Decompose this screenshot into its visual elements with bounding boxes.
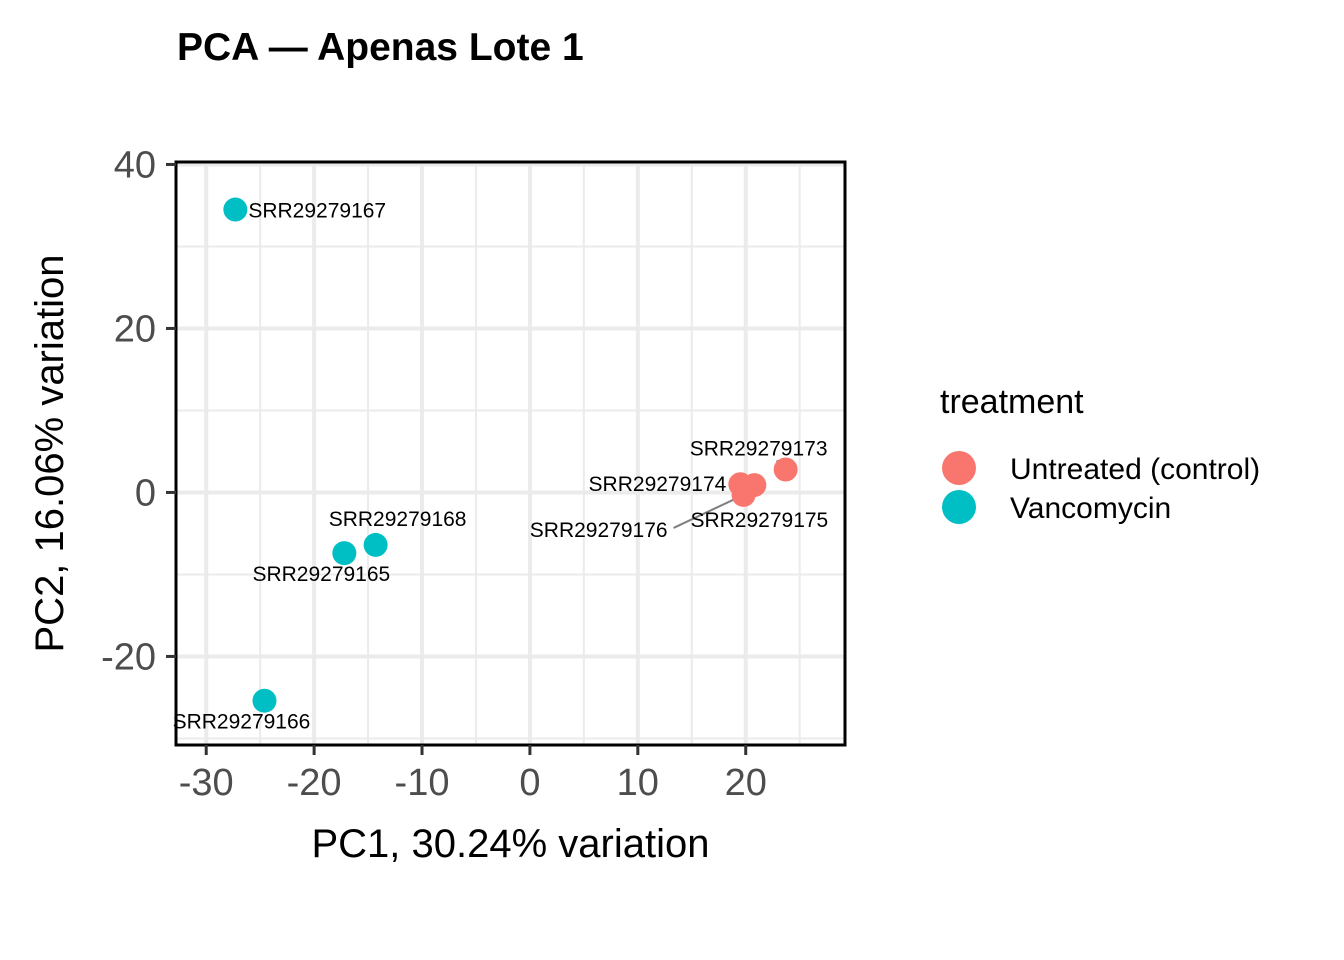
point-label: SRR29279173 (690, 437, 828, 460)
point-label: SRR29279175 (690, 509, 828, 532)
chart-title: PCA — Apenas Lote 1 (177, 26, 584, 69)
data-point (332, 541, 357, 566)
x-tick-label: -10 (395, 762, 450, 804)
data-point (252, 688, 277, 713)
data-point (363, 532, 388, 557)
legend-key (942, 490, 976, 524)
plot-background (176, 162, 845, 745)
legend-title: treatment (940, 383, 1084, 421)
x-tick-label: 10 (617, 762, 659, 804)
point-label: SRR29279176 (530, 519, 668, 542)
x-tick-label: 20 (725, 762, 767, 804)
plot-frame (174, 160, 847, 747)
legend-items: Untreated (control) Vancomycin (942, 451, 1260, 525)
point-label: SRR29279168 (329, 508, 467, 531)
label-leader-line (673, 494, 744, 529)
y-tick-label: 20 (114, 308, 156, 350)
point-label: SRR29279174 (589, 473, 727, 496)
axes: -30 -20 -10 0 10 20 -20 0 20 40 (101, 144, 767, 804)
legend: treatment Untreated (control) Vancomycin (940, 383, 1260, 525)
x-tick-label: -20 (287, 762, 342, 804)
x-tick-label: -30 (179, 762, 234, 804)
x-tick-label: 0 (519, 762, 540, 804)
data-point (773, 457, 798, 482)
data-layer: SRR29279167 SRR29279168 SRR29279165 SRR2927… (173, 197, 828, 734)
grid (176, 162, 845, 745)
data-point (731, 482, 756, 507)
point-label: SRR29279167 (248, 200, 386, 223)
point-label: SRR29279166 (173, 711, 311, 734)
point-label: SRR29279165 (252, 563, 390, 586)
y-axis-title: PC2, 16.06% variation (28, 254, 72, 652)
x-axis-title: PC1, 30.24% variation (311, 822, 709, 866)
y-tick-label: 40 (114, 144, 156, 186)
legend-label: Untreated (control) (1010, 453, 1260, 486)
legend-key (942, 451, 976, 485)
y-tick-label: 0 (135, 472, 156, 514)
legend-label: Vancomycin (1010, 492, 1171, 525)
data-point (223, 197, 248, 222)
y-tick-label: -20 (101, 636, 156, 678)
